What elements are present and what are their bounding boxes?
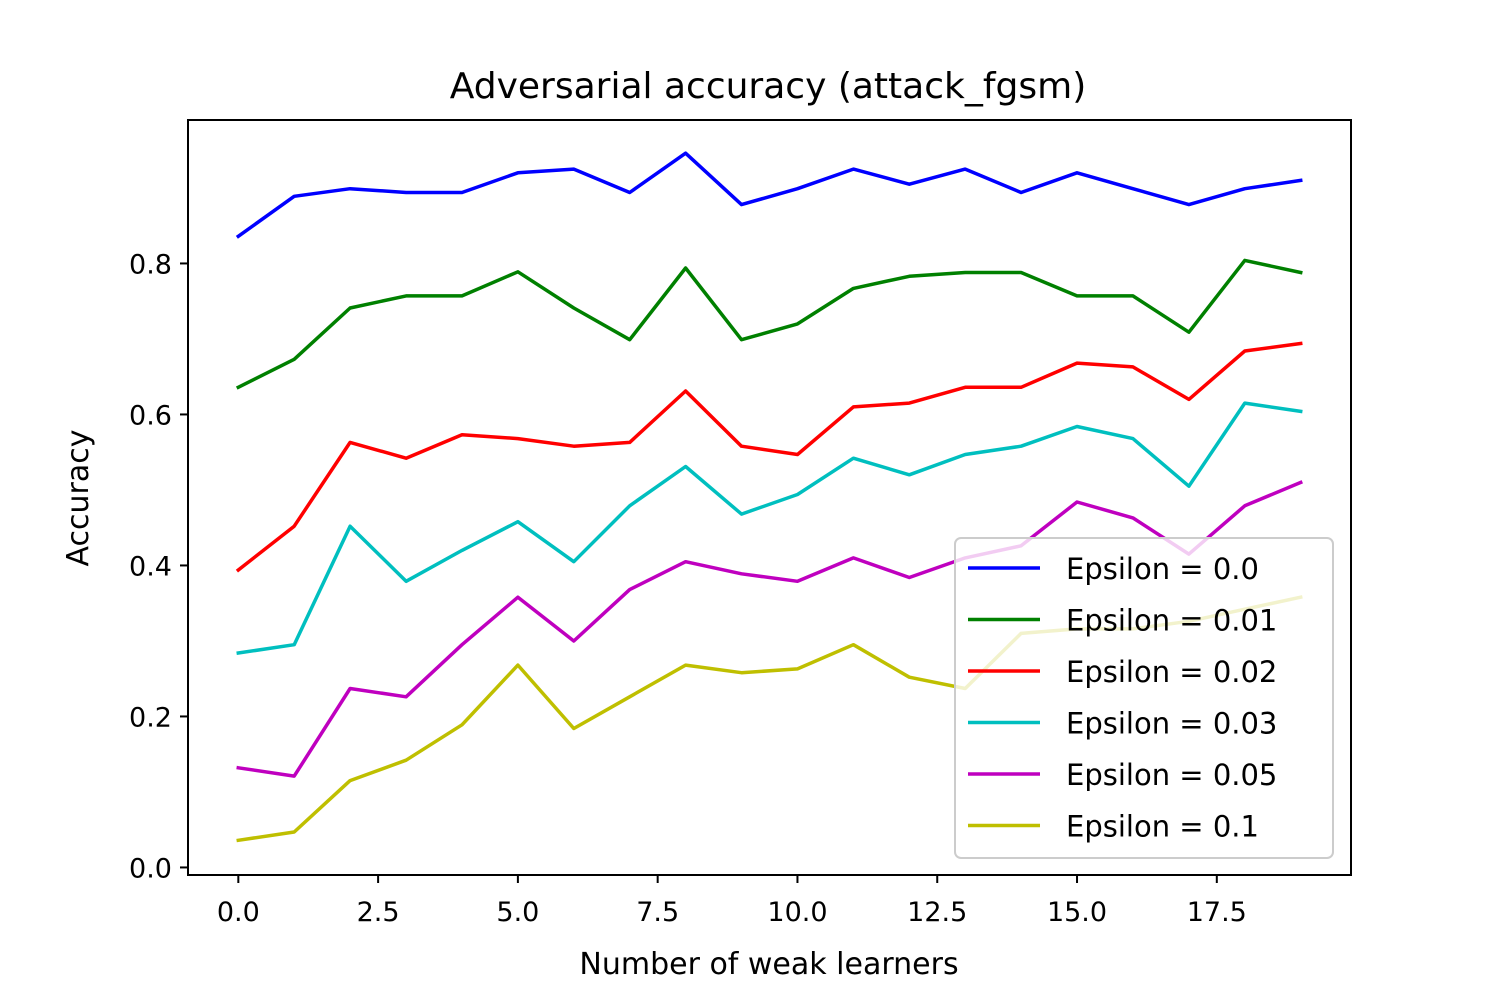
legend-box (954, 537, 1334, 859)
x-tick-label: 12.5 (907, 897, 967, 928)
series-line-0 (235, 151, 1303, 239)
series-line-1 (235, 258, 1303, 390)
series-line-4 (236, 480, 1303, 778)
y-axis: 0.0 0.2 0.4 0.6 0.8 (129, 249, 188, 884)
y-tick-label: 0.2 (129, 702, 172, 733)
legend-label: Epsilon = 0.03 (1066, 707, 1277, 741)
series-line-2 (235, 341, 1303, 573)
x-tick-label: 0.0 (217, 897, 260, 928)
y-tick-label: 0.0 (129, 853, 172, 884)
series-line-3 (236, 401, 1303, 655)
x-tick-label: 7.5 (636, 897, 679, 928)
x-axis-label: Number of weak learners (579, 947, 958, 982)
x-axis: 0.0 2.5 5.0 7.5 10.0 12.5 15.0 17.5 (217, 875, 1247, 928)
x-tick-label: 2.5 (357, 897, 400, 928)
legend-label: Epsilon = 0.0 (1066, 552, 1259, 586)
x-tick-label: 17.5 (1187, 897, 1247, 928)
plot-frame (187, 119, 1352, 876)
legend-label: Epsilon = 0.02 (1066, 655, 1277, 689)
legend-label: Epsilon = 0.1 (1066, 810, 1259, 844)
x-tick-label: 5.0 (496, 897, 539, 928)
y-tick-label: 0.8 (129, 249, 172, 280)
y-tick-label: 0.4 (129, 551, 172, 582)
x-tick-label: 15.0 (1047, 897, 1107, 928)
y-tick-label: 0.6 (129, 400, 172, 431)
legend-label: Epsilon = 0.05 (1066, 758, 1277, 792)
legend-label: Epsilon = 0.01 (1066, 604, 1277, 638)
y-axis-label: Accuracy (61, 430, 96, 567)
chart-title: Adversarial accuracy (attack_fgsm) (450, 66, 1087, 107)
series-layer (235, 151, 1303, 843)
x-tick-label: 10.0 (767, 897, 827, 928)
legend: Epsilon = 0.0 Epsilon = 0.01 Epsilon = 0.0… (954, 537, 1334, 859)
